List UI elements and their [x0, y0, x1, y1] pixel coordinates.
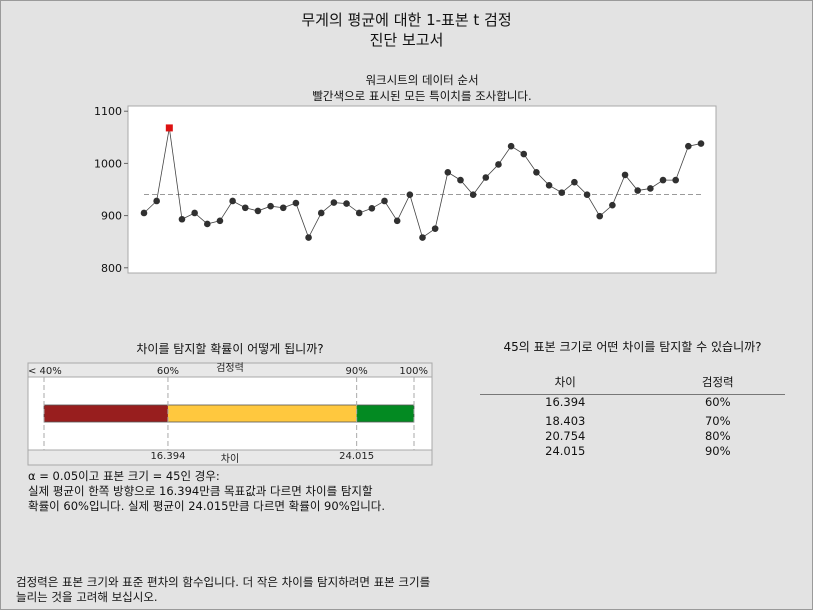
power-cell: 70% [704, 414, 731, 428]
report-title: 무게의 평균에 대한 1-표본 t 검정 [301, 11, 512, 29]
data-point [444, 168, 452, 176]
data-point [482, 174, 490, 181]
data-point [558, 189, 566, 196]
data-point [647, 185, 654, 192]
footer-line: 늘리는 것을 고려해 보십시오. [16, 590, 158, 604]
table-row: 24.015 90% [480, 444, 785, 459]
power-axis-label: 검정력 [216, 362, 244, 374]
data-point [659, 176, 667, 184]
footer-line: 검정력은 표본 크기와 표준 편차의 함수입니다. 더 작은 차이를 탐지하려면… [16, 575, 431, 589]
order-chart: 800 900 1000 1100 [94, 105, 717, 275]
data-point [254, 207, 262, 215]
data-point [241, 204, 249, 212]
table-row: 18.403 70% [480, 410, 785, 429]
plot-area [127, 105, 717, 274]
power-table: 차이 검정력 16.394 60% 18.403 70% 20.754 80% … [480, 374, 785, 459]
difference-cell: 18.403 [545, 414, 586, 428]
difference-cell: 24.015 [545, 444, 586, 458]
data-point [393, 217, 401, 225]
power-segment [167, 405, 357, 422]
data-point [292, 199, 300, 207]
y-tick-label: 800 [101, 262, 122, 275]
data-point [545, 182, 553, 189]
difference-tick-label: 24.015 [339, 451, 374, 462]
outlier-point [165, 124, 173, 132]
data-point [419, 234, 426, 241]
order-chart-title: 워크시트의 데이터 순서 [365, 73, 479, 87]
data-point [140, 209, 148, 217]
power-cell: 60% [704, 395, 731, 409]
power-chart: 검정력 차이 < 40% 60% 90% 100% 16.394 24.015 [27, 362, 433, 466]
data-point [229, 197, 236, 205]
column-header-difference: 차이 [480, 374, 651, 395]
data-point [697, 140, 705, 147]
y-tick-label: 900 [101, 210, 122, 223]
column-header-power: 검정력 [650, 374, 785, 395]
data-point [178, 215, 186, 223]
data-point [634, 187, 642, 194]
data-point [571, 178, 578, 186]
data-point [343, 200, 350, 207]
data-point [153, 197, 160, 205]
data-point [609, 201, 616, 209]
difference-axis-label: 차이 [221, 453, 239, 465]
power-description: α = 0.05이고 표본 크기 = 45인 경우: 실제 평균이 한쪽 방향으… [28, 469, 385, 514]
power-segment [44, 405, 168, 422]
data-point [368, 204, 376, 212]
data-point [495, 161, 502, 168]
data-point [267, 202, 274, 210]
data-point [685, 142, 692, 150]
data-point [621, 171, 629, 179]
data-point [469, 191, 477, 199]
data-point [203, 220, 211, 228]
difference-cell: 20.754 [545, 429, 586, 443]
description-line: 확률이 60%입니다. 실제 평균이 24.015만큼 다르면 확률이 90%입… [28, 499, 386, 513]
power-tick-label: 60% [157, 366, 179, 377]
report-subtitle: 진단 보고서 [369, 31, 444, 49]
power-cell: 80% [704, 429, 731, 443]
table-row: 20.754 80% [480, 429, 785, 444]
data-point [355, 209, 363, 217]
table-row: 16.394 60% [480, 395, 785, 411]
data-point [191, 209, 198, 217]
difference-tick-label: 16.394 [150, 451, 185, 462]
data-point [457, 176, 464, 184]
data-point [583, 191, 591, 199]
power-question: 차이를 탐지할 확률이 어떻게 됩니까? [136, 342, 324, 356]
power-tick-label: < 40% [28, 366, 62, 377]
power-tick-label: 100% [399, 366, 428, 377]
data-point [406, 191, 414, 199]
data-point [381, 197, 388, 205]
data-point [216, 217, 224, 225]
data-point [672, 176, 679, 184]
order-chart-subtitle: 빨간색으로 표시된 모든 특이치를 조사합니다. [312, 89, 532, 103]
power-tick-label: 90% [346, 366, 368, 377]
data-point [431, 225, 439, 232]
power-cell: 90% [704, 444, 731, 458]
data-point [533, 168, 540, 176]
description-line: 실제 평균이 한쪽 방향으로 16.394만큼 목표값과 다르면 차이를 탐지할 [28, 484, 373, 498]
difference-cell: 16.394 [545, 395, 586, 409]
y-tick-label: 1000 [94, 157, 122, 170]
description-line: α = 0.05이고 표본 크기 = 45인 경우: [28, 469, 220, 483]
y-tick-label: 1100 [94, 105, 122, 118]
data-point [596, 212, 604, 220]
data-point [317, 209, 325, 217]
data-point [279, 204, 287, 212]
data-point [507, 142, 515, 150]
data-point [305, 234, 312, 241]
power-segment [356, 405, 414, 422]
footer-note: 검정력은 표본 크기와 표준 편차의 함수입니다. 더 작은 차이를 탐지하려면… [16, 575, 430, 605]
data-point [330, 199, 338, 206]
power-table-title: 45의 표본 크기로 어떤 차이를 탐지할 수 있습니까? [503, 340, 762, 354]
data-point [520, 150, 528, 158]
